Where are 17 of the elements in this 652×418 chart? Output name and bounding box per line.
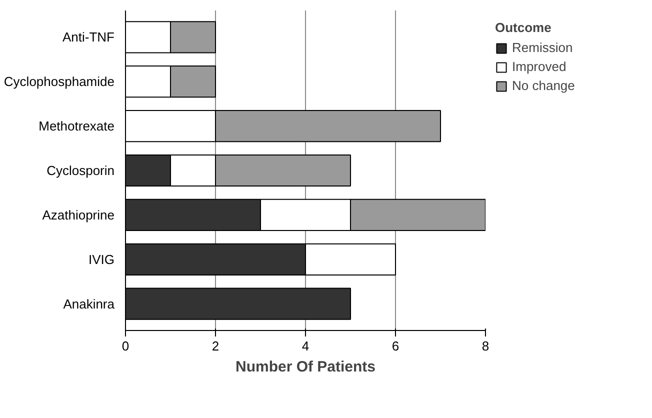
y-tick-label: Cyclosporin: [46, 163, 115, 178]
legend-label: No change: [512, 78, 575, 93]
legend-title: Outcome: [495, 20, 552, 35]
legend-label: Remission: [512, 40, 573, 55]
y-tick-label: Azathioprine: [42, 207, 115, 222]
y-tick-label: Methotrexate: [38, 118, 114, 134]
x-tick-label: 6: [392, 338, 400, 354]
x-tick-label: 2: [212, 338, 220, 354]
x-tick-label: 0: [122, 338, 130, 354]
legend-label: Improved: [512, 59, 566, 74]
x-tick-label: 8: [482, 338, 490, 354]
x-axis-title: Number Of Patients: [235, 358, 376, 376]
y-tick-label: Cyclophosphamide: [4, 74, 115, 90]
y-tick-label: Anakinra: [63, 296, 116, 312]
y-tick-label: IVIG: [88, 252, 115, 267]
y-tick-label: Anti-TNF: [62, 30, 115, 45]
x-tick-label: 4: [302, 338, 310, 354]
